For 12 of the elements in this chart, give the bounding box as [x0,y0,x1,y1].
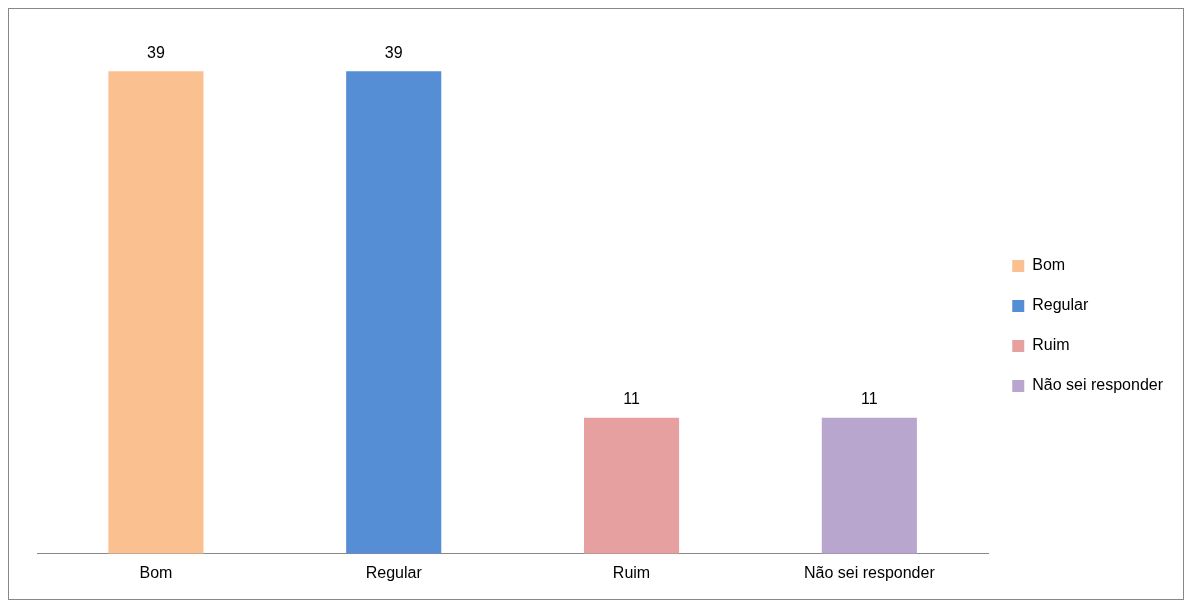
legend-label: Bom [1032,256,1066,274]
x-tick-label: Regular [365,563,423,581]
data-label: 39 [147,43,165,61]
data-label: 11 [861,390,878,408]
data-label: 39 [384,43,403,61]
legend-label: Regular [1032,296,1089,314]
legend-label: Ruim [1032,336,1070,354]
x-tick-label: Não sei responder [803,563,936,581]
x-tick-label: Bom [139,563,173,581]
x-tick-label: Ruim [612,563,651,581]
legend-label: Não sei responder [1032,376,1164,394]
data-label: 11 [623,390,640,408]
